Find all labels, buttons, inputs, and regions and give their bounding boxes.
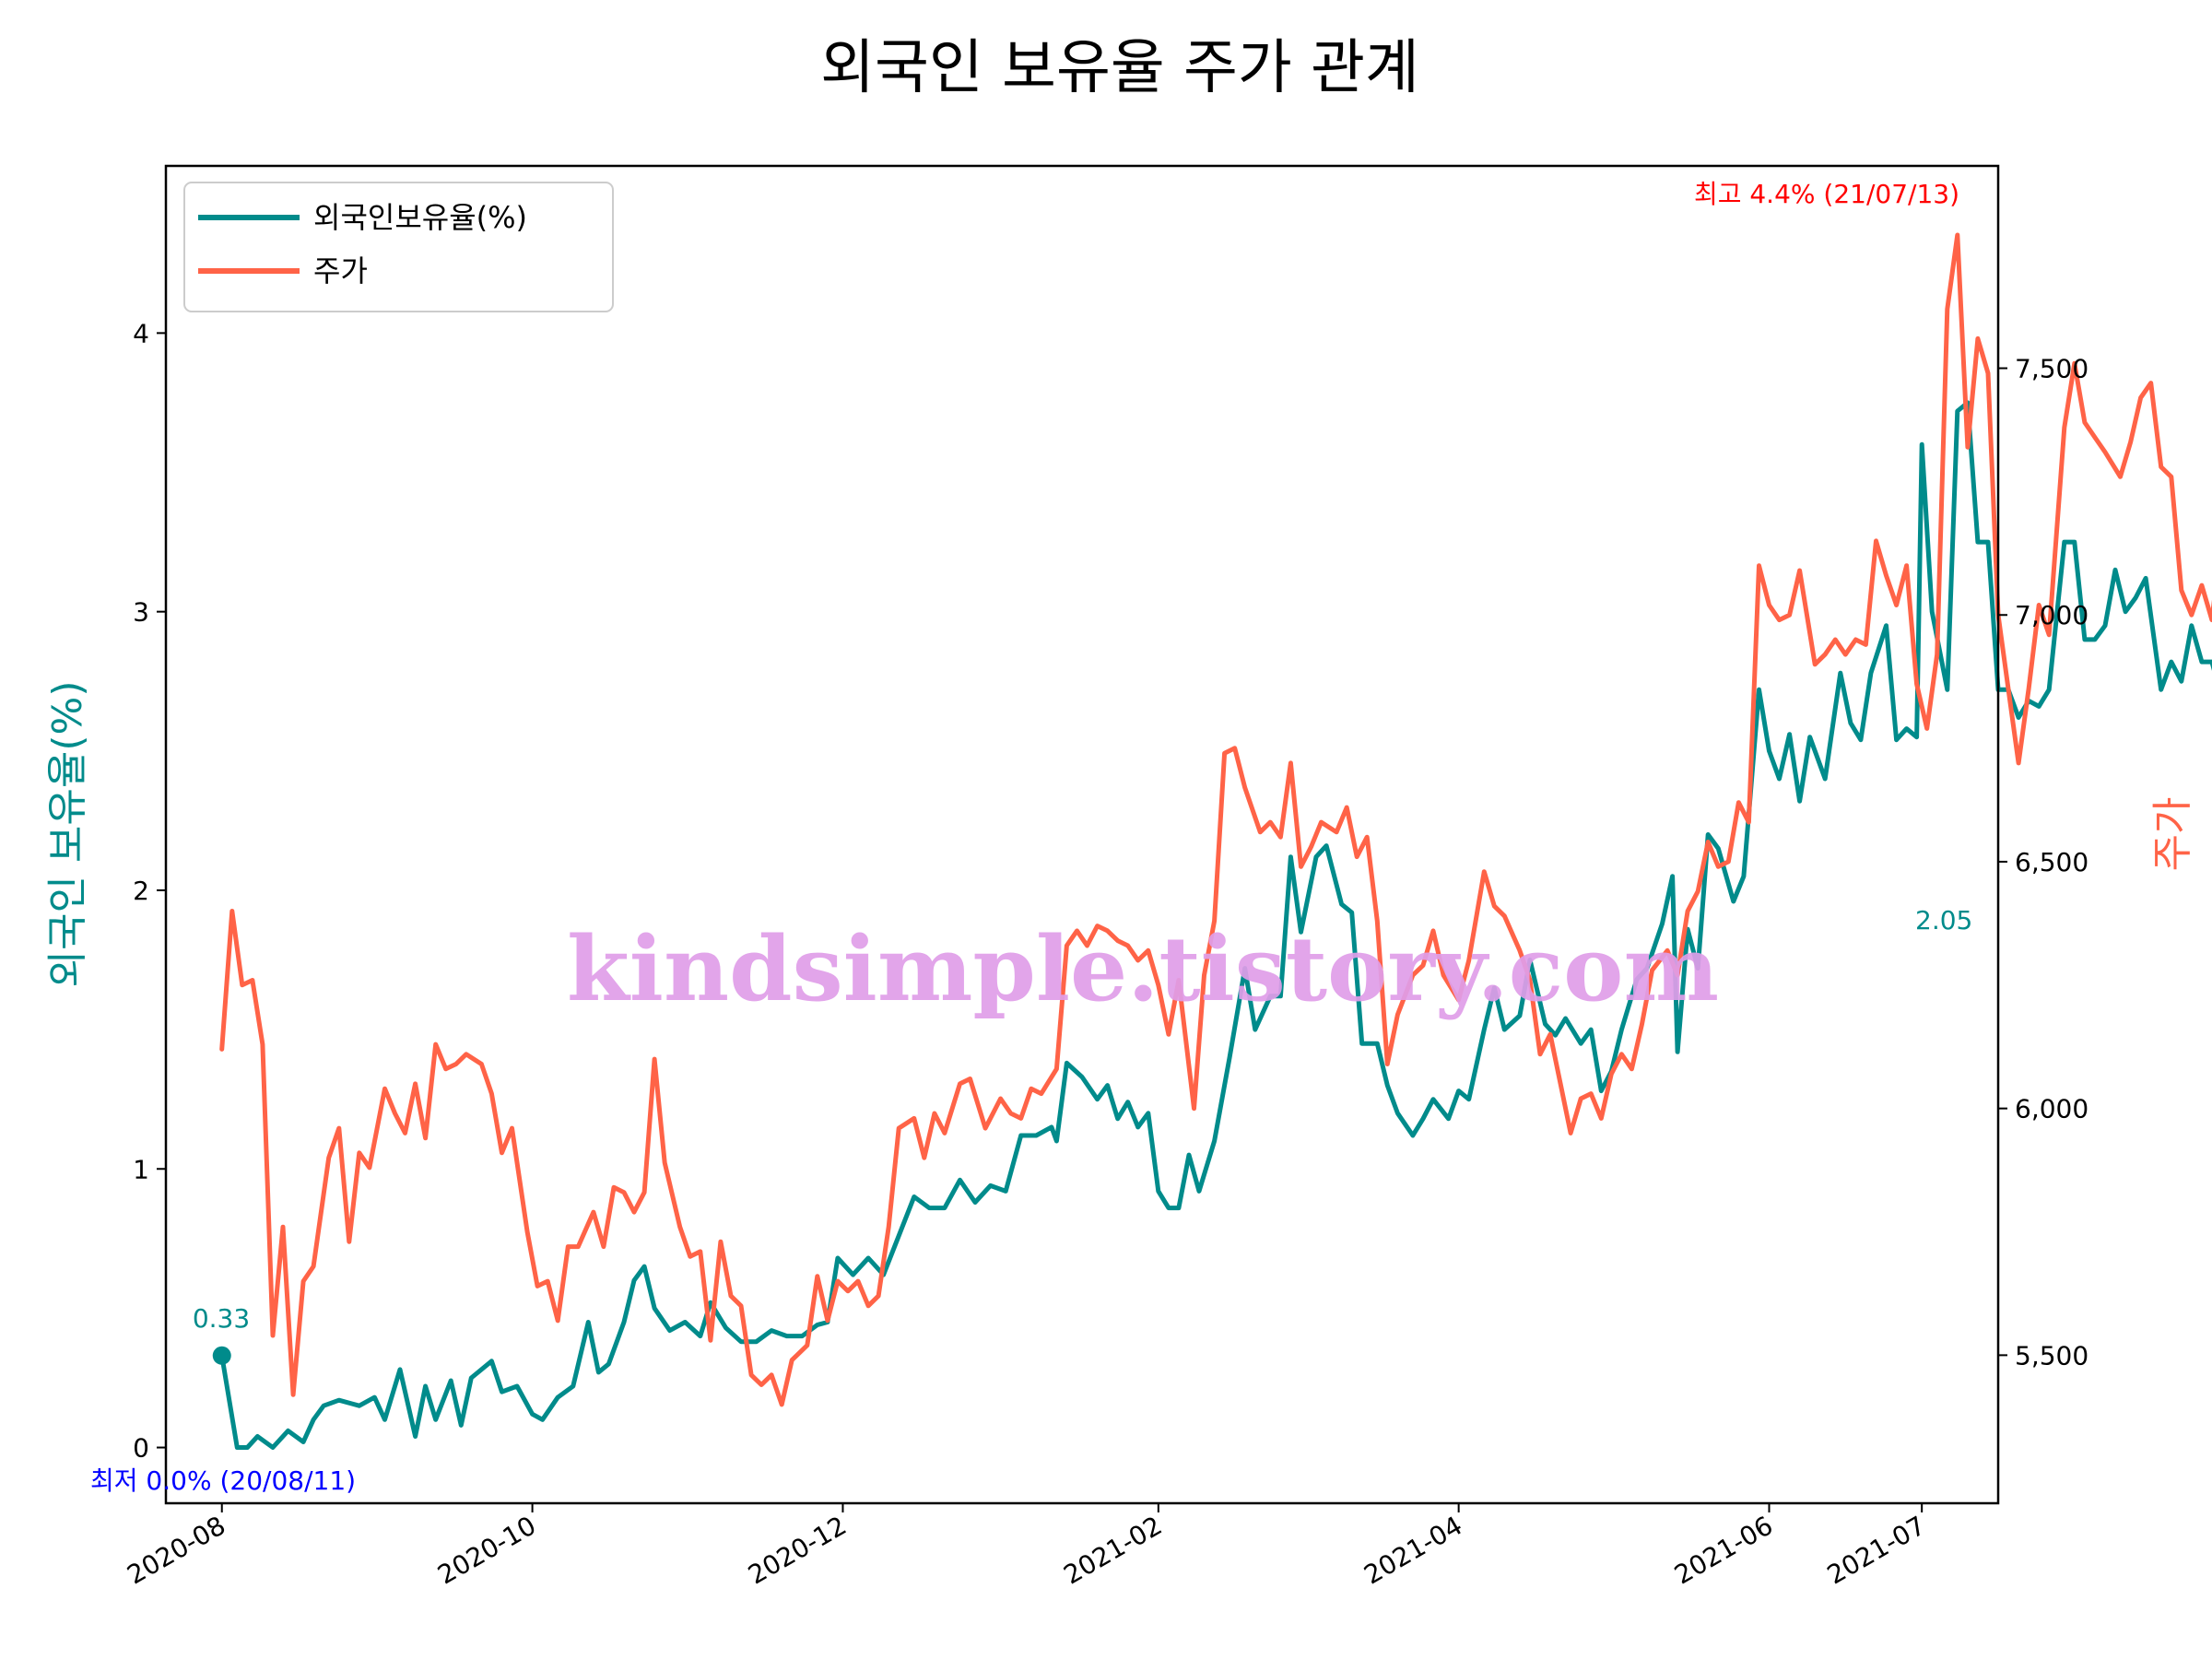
left-tick-label: 1 xyxy=(133,1154,149,1184)
legend-label-price: 주가 xyxy=(313,253,368,288)
legend: 외국인보유율(%) 주가 xyxy=(183,182,614,312)
right-tick-label: 7,000 xyxy=(2015,600,2088,630)
right-tick-label: 6,000 xyxy=(2015,1094,2088,1124)
price-line xyxy=(219,232,2212,1407)
right-tick-label: 6,500 xyxy=(2015,847,2088,877)
left-tick-label: 3 xyxy=(133,597,149,628)
right-tick-label: 7,500 xyxy=(2015,354,2088,384)
min-label: 최저 0.0% (20/08/11) xyxy=(90,1465,356,1496)
left-axis: 0 1 2 3 4 xyxy=(133,318,166,1464)
series-layer xyxy=(212,232,2212,1450)
left-axis-label: 외국인 보유율(%) xyxy=(44,680,91,987)
right-axis: 5,500 6,000 6,500 7,000 7,500 xyxy=(1998,354,2088,1371)
holding-rate-line xyxy=(219,400,2212,1450)
chart-title: 외국인 보유율 주가 관계 xyxy=(820,34,1419,102)
left-tick-label: 0 xyxy=(133,1433,149,1464)
left-tick-label: 2 xyxy=(133,876,149,906)
right-axis-label: 주가 xyxy=(2149,797,2196,872)
watermark: kindsimple.tistory.com xyxy=(567,917,1719,1021)
max-label: 최고 4.4% (21/07/13) xyxy=(1694,179,1959,209)
right-tick-label: 5,500 xyxy=(2015,1340,2088,1371)
start-value-label: 0.33 xyxy=(193,1303,250,1334)
end-value-label: 2.05 xyxy=(1915,905,1972,935)
annotations: 0.33 2.05 최저 0.0% (20/08/11) 최고 4.4% (21… xyxy=(90,179,1972,1496)
left-tick-label: 4 xyxy=(133,318,149,348)
legend-label-holding: 외국인보유율(%) xyxy=(313,200,527,235)
start-marker xyxy=(212,1346,231,1365)
plot-frame xyxy=(164,164,2000,1505)
